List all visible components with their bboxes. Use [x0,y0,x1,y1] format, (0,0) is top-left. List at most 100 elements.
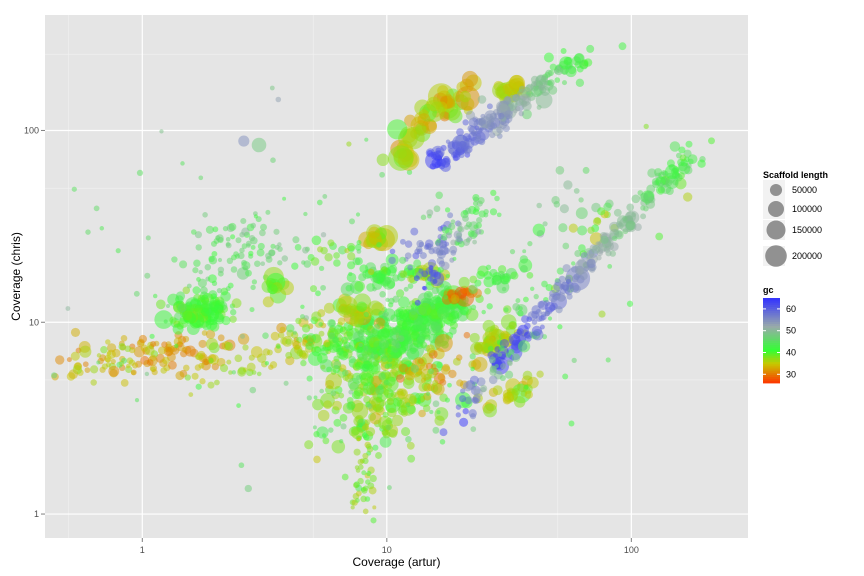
data-point [205,225,214,234]
x-tick-label: 100 [624,545,639,555]
data-point [226,257,234,265]
data-point [194,231,202,239]
color-bar-segment [763,366,780,369]
data-point [458,276,470,288]
data-point [420,214,427,221]
data-point [90,379,97,386]
data-point [536,104,542,110]
color-bar-segment [763,310,780,314]
data-point [426,391,431,396]
data-point [448,108,463,124]
data-point [479,116,492,128]
data-point [357,458,364,465]
data-point [315,290,321,297]
data-point [413,275,420,282]
data-point [159,129,164,134]
data-point [386,485,392,491]
data-point [357,477,364,485]
data-point [549,63,557,71]
data-point [626,203,635,212]
data-point [363,311,369,318]
data-point [235,237,242,244]
data-point [553,201,561,208]
data-point [685,140,693,148]
data-point [66,357,72,363]
data-point [216,287,223,294]
data-point [249,307,255,313]
data-point [382,411,389,418]
data-point [210,240,218,247]
data-point [208,342,220,354]
data-point [362,457,369,465]
data-point [99,226,105,231]
data-point [465,308,479,321]
data-point [217,266,225,274]
data-point [322,437,330,445]
data-point [576,267,584,275]
data-point [668,163,676,171]
data-point [361,432,368,439]
data-point [538,84,545,91]
data-point [556,267,564,275]
data-point [144,371,150,377]
data-point [434,325,443,333]
data-point [341,473,349,481]
data-point [93,205,100,212]
data-point [377,328,390,341]
data-point [462,381,474,392]
data-point [90,365,99,374]
data-point [216,234,224,242]
data-point [262,296,274,308]
data-point [580,252,589,260]
data-point [500,330,509,340]
data-point [475,228,482,235]
data-point [217,257,223,263]
data-point [432,400,440,408]
data-point [572,284,581,294]
data-point [194,304,203,314]
data-point [320,284,326,291]
data-point [504,110,513,119]
data-point [368,226,380,239]
data-point [388,145,414,171]
data-point [646,184,656,194]
data-point [439,439,446,445]
data-point [363,395,371,404]
data-point [449,245,458,254]
data-point [643,123,649,130]
data-point [222,225,229,232]
data-point [144,272,151,279]
data-point [311,311,322,322]
data-point [264,361,270,366]
data-points [51,42,715,524]
data-point [498,345,505,352]
data-point [389,248,396,255]
size-legend-circle [769,183,783,197]
data-point [414,299,421,306]
data-point [55,355,65,365]
color-bar-segment [763,319,780,322]
data-point [353,448,361,456]
y-axis: 1 10 100 [24,125,45,519]
color-bar-segment [763,306,780,310]
data-point [509,248,516,255]
data-point [359,264,369,274]
data-point [403,286,409,292]
data-point [333,252,340,259]
data-point [295,317,302,325]
data-point [489,368,497,376]
data-point [320,347,329,356]
data-point [379,291,386,298]
data-point [574,250,582,257]
data-point [397,335,405,342]
color-bar-segment [763,355,780,358]
data-point [501,286,507,292]
data-point [227,282,234,289]
data-point [353,389,364,400]
data-point [406,441,415,450]
data-point [603,202,612,212]
data-point [395,343,402,349]
data-point [558,223,568,233]
data-point [388,297,395,305]
data-point [449,321,458,330]
